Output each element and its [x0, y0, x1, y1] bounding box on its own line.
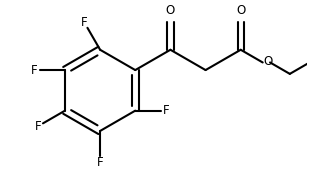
Text: F: F [163, 104, 170, 117]
Text: F: F [81, 16, 88, 29]
Text: O: O [236, 4, 245, 17]
Text: F: F [35, 120, 41, 133]
Text: F: F [97, 156, 103, 169]
Text: F: F [31, 64, 37, 77]
Text: O: O [263, 55, 273, 68]
Text: O: O [166, 4, 175, 17]
